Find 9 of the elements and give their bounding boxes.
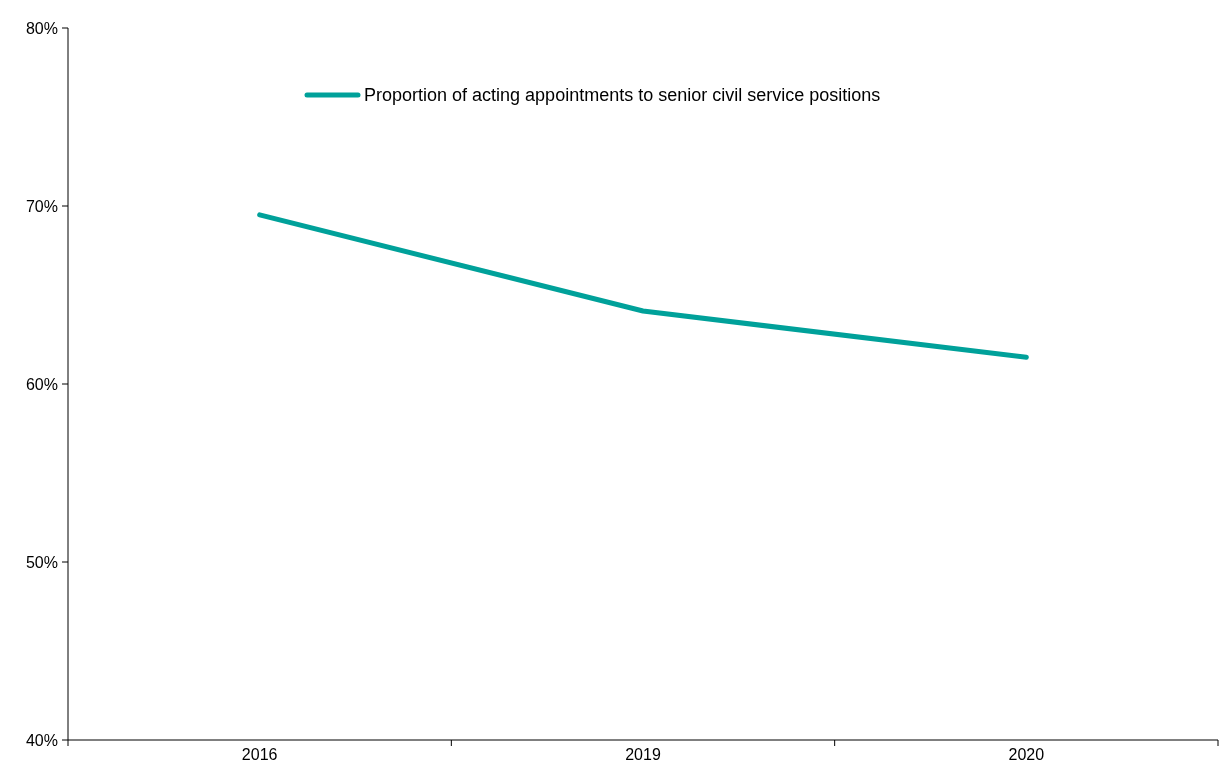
y-tick-label: 50%	[25, 553, 58, 571]
x-tick-label: 2020	[1008, 746, 1045, 763]
y-tick-label: 80%	[25, 19, 58, 37]
legend-label: Proportion of acting appointments to senior civil service positions	[364, 85, 881, 106]
y-tick-label: 70%	[25, 197, 58, 215]
x-tick-label: 2019	[625, 746, 661, 763]
y-tick-label: 60%	[25, 375, 58, 393]
y-tick-label: 40%	[25, 731, 58, 749]
x-tick-label: 2016	[241, 746, 278, 763]
